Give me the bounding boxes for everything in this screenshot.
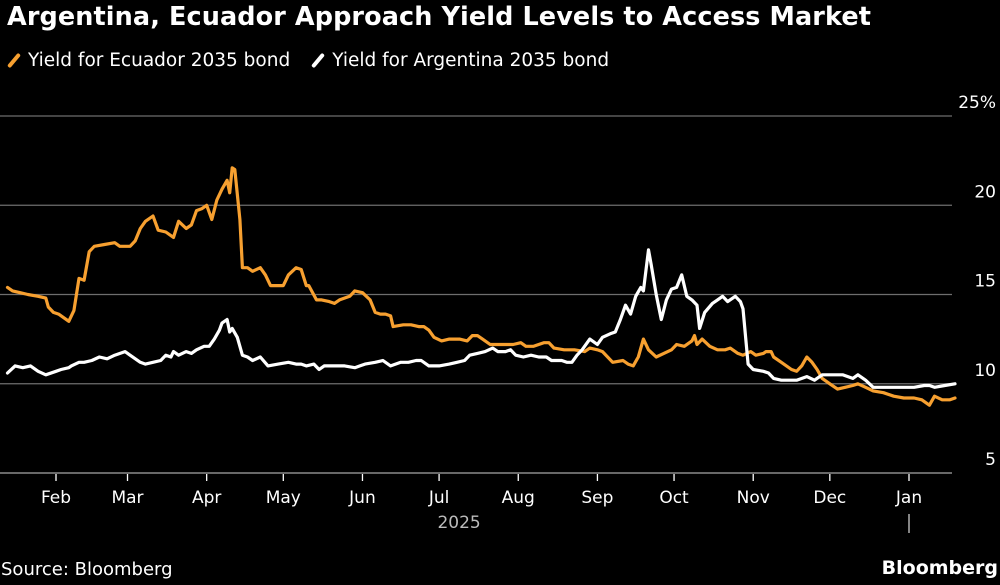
x-tick-label: Aug [502,488,535,508]
x-tick-label: Apr [192,488,221,508]
x-axis: Feb Mar Apr May Jun Jul Aug Sep Oct Nov Dec Jan 2025 [41,474,922,533]
x-tick-label: May [266,488,301,508]
x-tick-label: Jun [348,488,376,508]
x-tick-label: Jul [428,488,450,508]
x-tick-label: Nov [737,488,770,508]
y-tick-label: 25% [958,93,996,113]
x-tick-label: Feb [41,488,71,508]
bloomberg-logo: Bloomberg [881,557,998,579]
y-tick-label: 5 [985,450,996,470]
x-year-label: 2025 [437,513,480,533]
x-tick-label: Sep [581,488,613,508]
source-note: Source: Bloomberg [1,559,173,580]
y-tick-label: 15 [974,272,996,292]
y-tick-label: 20 [974,182,996,202]
legend: Yield for Ecuador 2035 bond Yield for Ar… [6,50,609,71]
x-tick-label: Mar [111,488,143,508]
x-tick-label: Dec [813,488,846,508]
series-lines [5,166,957,407]
series-line-argentina [5,248,957,389]
legend-item-ecuador: Yield for Ecuador 2035 bond [6,50,290,71]
y-axis-ticks: 25% 20 15 10 5 [958,93,996,470]
x-tick-label: Jan [895,488,922,508]
x-tick-label: Oct [659,488,689,508]
series-line-ecuador [5,166,957,407]
chart-title: Argentina, Ecuador Approach Yield Levels… [7,2,872,32]
legend-item-argentina: Yield for Argentina 2035 bond [310,50,609,71]
gridlines [0,115,952,474]
y-tick-label: 10 [974,361,996,381]
legend-label-ecuador: Yield for Ecuador 2035 bond [28,50,291,71]
legend-label-argentina: Yield for Argentina 2035 bond [332,50,610,71]
